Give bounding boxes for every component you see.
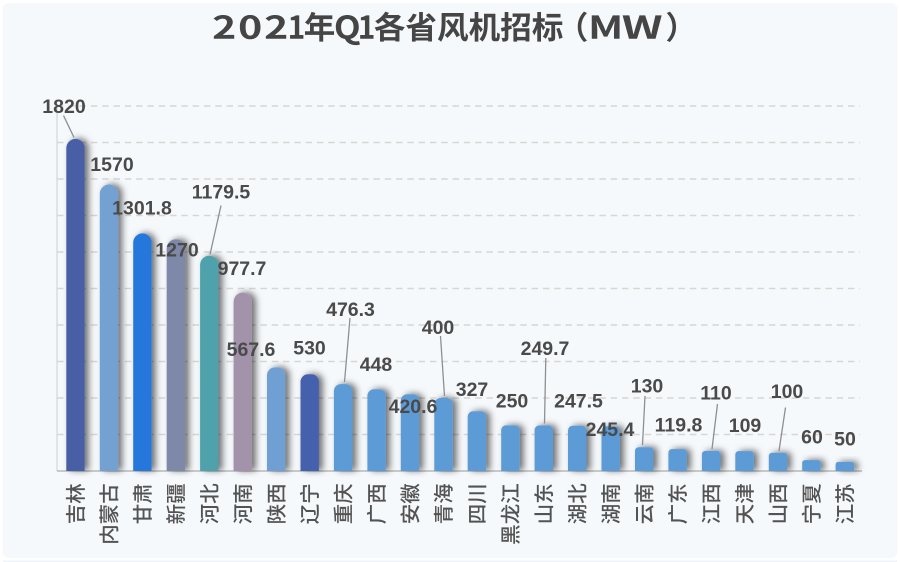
svg-text:245.4: 245.4	[586, 419, 635, 441]
svg-text:400: 400	[422, 317, 455, 339]
svg-text:977.7: 977.7	[218, 258, 267, 280]
svg-text:1570: 1570	[90, 154, 134, 176]
svg-text:1270: 1270	[155, 240, 199, 262]
svg-text:50: 50	[834, 429, 856, 451]
svg-text:250: 250	[496, 391, 529, 413]
svg-text:448: 448	[360, 354, 393, 376]
svg-text:420.6: 420.6	[389, 396, 438, 418]
svg-text:109: 109	[729, 415, 762, 437]
svg-text:110: 110	[700, 383, 732, 405]
svg-text:249.7: 249.7	[521, 338, 570, 360]
svg-text:327: 327	[456, 379, 489, 401]
svg-text:1820: 1820	[42, 96, 86, 118]
svg-text:60: 60	[801, 427, 823, 449]
svg-text:119.8: 119.8	[655, 415, 703, 437]
svg-text:247.5: 247.5	[554, 391, 603, 413]
svg-text:130: 130	[631, 376, 664, 398]
svg-text:1301.8: 1301.8	[112, 198, 172, 220]
svg-text:100: 100	[771, 381, 804, 403]
svg-text:476.3: 476.3	[326, 299, 375, 321]
svg-text:567.6: 567.6	[227, 339, 276, 361]
svg-text:530: 530	[293, 338, 326, 360]
svg-text:1179.5: 1179.5	[192, 182, 251, 204]
